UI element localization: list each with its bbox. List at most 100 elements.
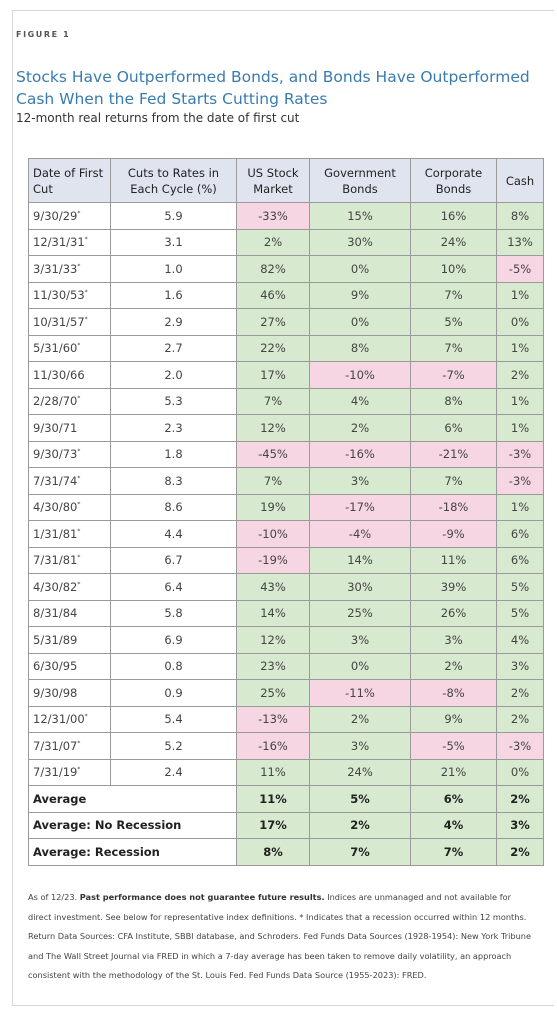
table-row: 12/31/00* 5.4 -13% 2% 9% 2%	[28, 705, 544, 733]
table-row: 6/30/95 0.8 23% 0% 2% 3%	[28, 652, 544, 680]
cell-stock: 11%	[236, 758, 310, 786]
cell-corp: -5%	[410, 732, 497, 760]
cell-cash: 2%	[496, 361, 544, 389]
cell-cut: 5.4	[110, 705, 237, 733]
cell-stock: 23%	[236, 652, 310, 680]
cell-corp: 6%	[410, 414, 497, 442]
cell-corp: 7%	[410, 334, 497, 362]
cell-gov: 30%	[309, 573, 411, 601]
recession-marker: *	[77, 739, 81, 747]
cell-corp: 10%	[410, 255, 497, 283]
footnote: As of 12/23. Past performance does not g…	[28, 888, 533, 986]
cell-corp: 7%	[410, 281, 497, 309]
cell-cut: 2.3	[110, 414, 237, 442]
cell-date: 12/31/31*	[28, 228, 111, 256]
date-text: 7/31/19	[33, 765, 78, 780]
cell-cash: 8%	[496, 202, 544, 230]
cell-stock: 12%	[236, 414, 310, 442]
cell-corp: -21%	[410, 440, 497, 468]
cell-cash: 3%	[496, 652, 544, 680]
cell-cash: 1%	[496, 414, 544, 442]
cell-gov: 2%	[309, 414, 411, 442]
cell-cash: -3%	[496, 732, 544, 760]
cell-date: 9/30/71	[28, 414, 111, 442]
average-row: Average: No Recession 17% 2% 4% 3%	[28, 811, 544, 839]
cell-stock: 7%	[236, 467, 310, 495]
cell-cash: -3%	[496, 440, 544, 468]
cell-corp: 11%	[410, 546, 497, 574]
cell-date: 7/31/74*	[28, 467, 111, 495]
date-text: 11/30/66	[33, 367, 85, 382]
cell-date: 6/30/95	[28, 652, 111, 680]
table-row: 11/30/53* 1.6 46% 9% 7% 1%	[28, 281, 544, 309]
cell-gov: -10%	[309, 361, 411, 389]
average-cash: 3%	[496, 811, 544, 839]
cell-date: 7/31/07*	[28, 732, 111, 760]
cell-stock: 27%	[236, 308, 310, 336]
cell-cash: -5%	[496, 255, 544, 283]
recession-marker: *	[77, 554, 81, 562]
cell-cut: 2.0	[110, 361, 237, 389]
date-text: 7/31/81	[33, 553, 78, 568]
cell-gov: 15%	[309, 202, 411, 230]
cell-stock: -16%	[236, 732, 310, 760]
cell-cut: 1.6	[110, 281, 237, 309]
cell-date: 7/31/19*	[28, 758, 111, 786]
cell-stock: -19%	[236, 546, 310, 574]
cell-cut: 5.2	[110, 732, 237, 760]
cell-cash: 1%	[496, 334, 544, 362]
cell-gov: -11%	[309, 679, 411, 707]
date-text: 9/30/71	[33, 420, 78, 435]
table-row: 9/30/71 2.3 12% 2% 6% 1%	[28, 414, 544, 442]
cell-date: 3/31/33*	[28, 255, 111, 283]
recession-marker: *	[84, 289, 88, 297]
table-row: 7/31/19* 2.4 11% 24% 21% 0%	[28, 758, 544, 786]
header-cash: Cash	[496, 158, 544, 203]
date-text: 5/31/60	[33, 341, 78, 356]
table-row: 2/28/70* 5.3 7% 4% 8% 1%	[28, 387, 544, 415]
cell-cash: 1%	[496, 387, 544, 415]
table-row: 5/31/60* 2.7 22% 8% 7% 1%	[28, 334, 544, 362]
cell-cut: 6.4	[110, 573, 237, 601]
cell-corp: 16%	[410, 202, 497, 230]
cell-gov: 30%	[309, 228, 411, 256]
recession-marker: *	[77, 766, 81, 774]
cell-date: 9/30/98	[28, 679, 111, 707]
date-text: 2/28/70	[33, 394, 78, 409]
cell-date: 11/30/66	[28, 361, 111, 389]
cell-cut: 8.6	[110, 493, 237, 521]
cell-date: 9/30/29*	[28, 202, 111, 230]
date-text: 5/31/89	[33, 632, 78, 647]
cell-stock: 12%	[236, 626, 310, 654]
cell-date: 1/31/81*	[28, 520, 111, 548]
average-corp: 7%	[410, 838, 497, 866]
table-row: 7/31/07* 5.2 -16% 3% -5% -3%	[28, 732, 544, 760]
cell-date: 5/31/60*	[28, 334, 111, 362]
average-row: Average: Recession 8% 7% 7% 2%	[28, 838, 544, 866]
cell-cut: 8.3	[110, 467, 237, 495]
cell-cash: -3%	[496, 467, 544, 495]
recession-marker: *	[77, 474, 81, 482]
recession-marker: *	[77, 395, 81, 403]
recession-marker: *	[84, 236, 88, 244]
cell-stock: -10%	[236, 520, 310, 548]
header-government-bonds: Government Bonds	[309, 158, 411, 203]
cell-gov: 24%	[309, 758, 411, 786]
cell-corp: 7%	[410, 467, 497, 495]
date-text: 4/30/80	[33, 500, 78, 515]
cell-cash: 2%	[496, 705, 544, 733]
recession-marker: *	[77, 342, 81, 350]
cell-cut: 5.3	[110, 387, 237, 415]
figure-label: FIGURE 1	[16, 30, 71, 39]
cell-cash: 5%	[496, 573, 544, 601]
header-date: Date of First Cut	[28, 158, 111, 203]
date-text: 12/31/00	[33, 712, 85, 727]
table-row: 11/30/66 2.0 17% -10% -7% 2%	[28, 361, 544, 389]
average-stock: 17%	[236, 811, 310, 839]
cell-date: 7/31/81*	[28, 546, 111, 574]
table-row: 9/30/98 0.9 25% -11% -8% 2%	[28, 679, 544, 707]
cell-date: 2/28/70*	[28, 387, 111, 415]
average-label: Average	[28, 785, 237, 813]
cell-cut: 4.4	[110, 520, 237, 548]
recession-marker: *	[77, 501, 81, 509]
